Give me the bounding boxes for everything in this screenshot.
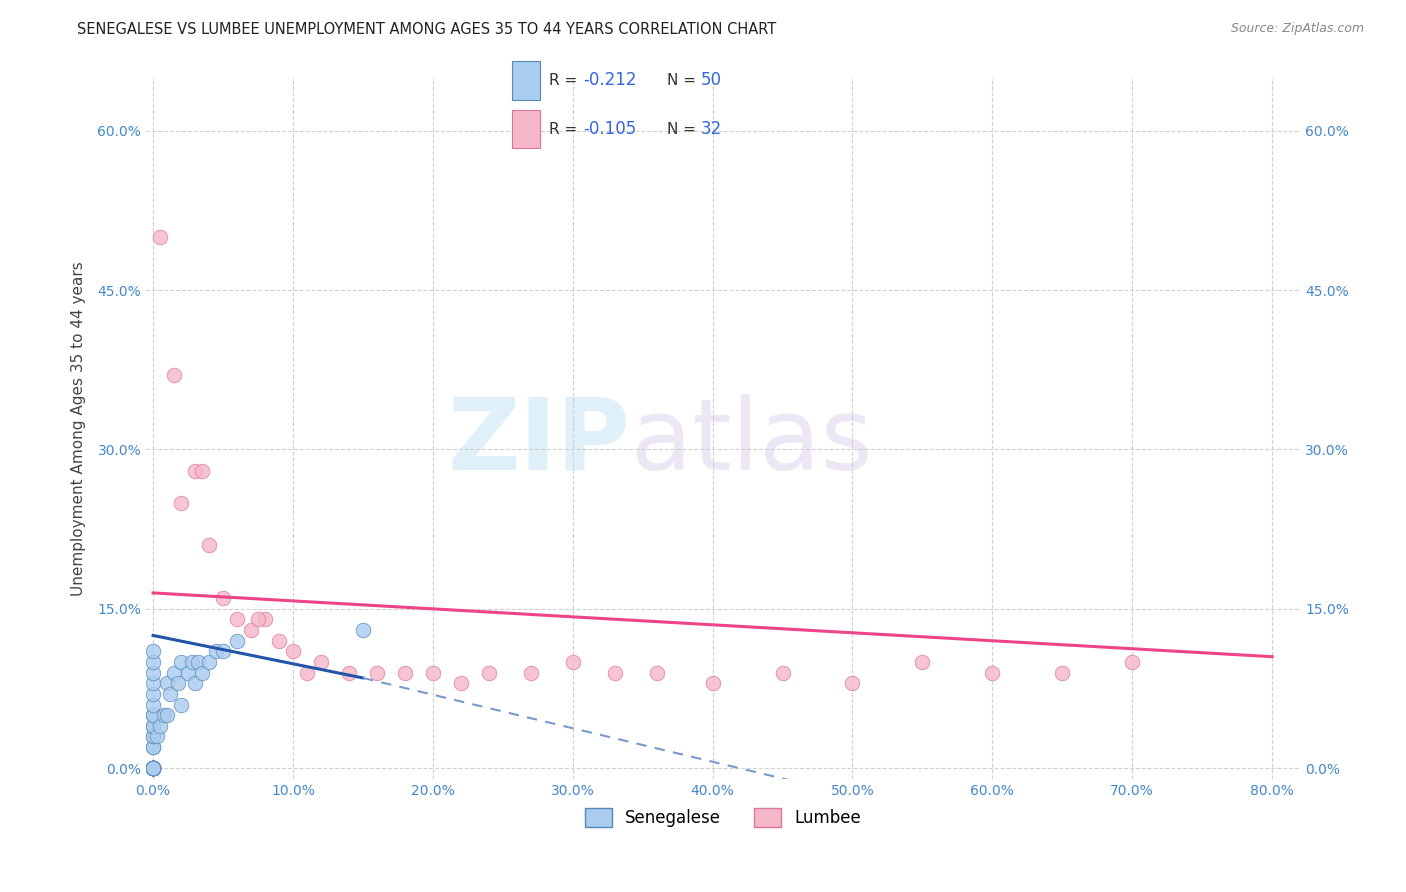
Text: R =: R = xyxy=(550,122,582,137)
Point xyxy=(603,665,626,680)
Point xyxy=(142,708,165,723)
Point xyxy=(142,655,165,669)
Point xyxy=(142,708,165,723)
Point xyxy=(156,676,179,690)
Text: 32: 32 xyxy=(702,120,723,138)
Y-axis label: Unemployment Among Ages 35 to 44 years: Unemployment Among Ages 35 to 44 years xyxy=(72,260,86,596)
Point xyxy=(205,644,228,658)
Point xyxy=(240,623,263,637)
Point xyxy=(422,665,444,680)
Point xyxy=(267,633,290,648)
Point xyxy=(246,612,269,626)
Point xyxy=(181,655,204,669)
Point xyxy=(149,719,172,733)
Point xyxy=(366,665,388,680)
Point xyxy=(142,761,165,775)
Point xyxy=(142,644,165,658)
Point xyxy=(142,730,165,744)
Point xyxy=(159,687,181,701)
Point xyxy=(142,761,165,775)
Point xyxy=(142,665,165,680)
Point xyxy=(198,538,221,552)
Point xyxy=(187,655,209,669)
Point xyxy=(142,761,165,775)
Point xyxy=(142,761,165,775)
Text: Source: ZipAtlas.com: Source: ZipAtlas.com xyxy=(1230,22,1364,36)
Point xyxy=(645,665,668,680)
Point xyxy=(142,761,165,775)
Point xyxy=(253,612,276,626)
Point xyxy=(281,644,304,658)
Point xyxy=(163,665,186,680)
Point xyxy=(142,761,165,775)
Point xyxy=(142,761,165,775)
Point xyxy=(153,708,176,723)
Point xyxy=(170,655,193,669)
Point xyxy=(337,665,360,680)
Bar xyxy=(512,62,540,100)
Point xyxy=(191,665,214,680)
Text: 50: 50 xyxy=(702,71,723,89)
Point xyxy=(1121,655,1143,669)
Point xyxy=(142,719,165,733)
Point xyxy=(149,230,172,244)
Point xyxy=(142,761,165,775)
Point xyxy=(142,739,165,754)
Point xyxy=(352,623,374,637)
Legend: Senegalese, Lumbee: Senegalese, Lumbee xyxy=(578,801,868,834)
Text: N =: N = xyxy=(666,122,700,137)
Point xyxy=(911,655,934,669)
Text: -0.212: -0.212 xyxy=(583,71,637,89)
Point xyxy=(146,730,169,744)
Point xyxy=(142,761,165,775)
Point xyxy=(212,591,235,606)
Point xyxy=(142,730,165,744)
Point xyxy=(184,676,207,690)
Point xyxy=(177,665,200,680)
Point xyxy=(478,665,501,680)
Point xyxy=(191,464,214,478)
Point xyxy=(561,655,583,669)
Point xyxy=(772,665,794,680)
Point xyxy=(142,761,165,775)
Point xyxy=(394,665,416,680)
Text: atlas: atlas xyxy=(631,393,872,491)
Point xyxy=(702,676,724,690)
Point xyxy=(167,676,190,690)
Bar xyxy=(512,110,540,148)
Point xyxy=(142,761,165,775)
Point xyxy=(841,676,863,690)
Text: R =: R = xyxy=(550,72,582,87)
Point xyxy=(142,676,165,690)
Point xyxy=(450,676,472,690)
Point xyxy=(142,761,165,775)
Point xyxy=(226,612,249,626)
Point xyxy=(981,665,1004,680)
Point xyxy=(309,655,332,669)
Point xyxy=(142,761,165,775)
Point xyxy=(184,464,207,478)
Point xyxy=(519,665,541,680)
Point xyxy=(1052,665,1074,680)
Point xyxy=(142,761,165,775)
Point xyxy=(212,644,235,658)
Point xyxy=(295,665,318,680)
Point xyxy=(142,687,165,701)
Text: -0.105: -0.105 xyxy=(583,120,637,138)
Point xyxy=(142,761,165,775)
Point xyxy=(142,739,165,754)
Point xyxy=(226,633,249,648)
Point xyxy=(163,368,186,382)
Text: SENEGALESE VS LUMBEE UNEMPLOYMENT AMONG AGES 35 TO 44 YEARS CORRELATION CHART: SENEGALESE VS LUMBEE UNEMPLOYMENT AMONG … xyxy=(77,22,776,37)
Point xyxy=(198,655,221,669)
Point xyxy=(170,698,193,712)
Point xyxy=(142,698,165,712)
Point xyxy=(142,761,165,775)
Point xyxy=(156,708,179,723)
Text: N =: N = xyxy=(666,72,700,87)
Point xyxy=(170,495,193,509)
Text: ZIP: ZIP xyxy=(449,393,631,491)
Point xyxy=(142,719,165,733)
